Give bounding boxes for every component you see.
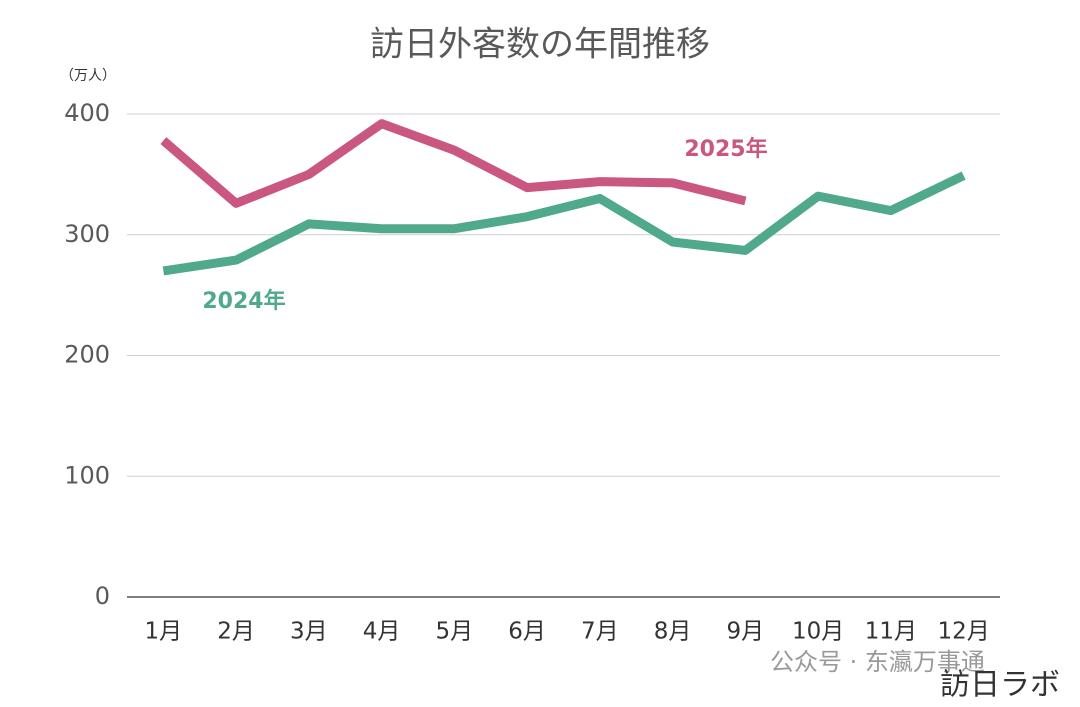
x-tick-label: 2月: [217, 619, 255, 645]
y-tick-label: 400: [64, 99, 110, 127]
watermark: 訪日ラボ: [940, 668, 1060, 703]
x-tick-label: 4月: [363, 619, 401, 645]
y-tick-label: 200: [64, 341, 110, 369]
series-line: [162, 171, 966, 276]
unit-label: （万人）: [60, 68, 116, 84]
x-tick-label: 5月: [436, 619, 474, 645]
x-tick-label: 8月: [654, 619, 692, 645]
y-tick-label: 0: [95, 582, 110, 610]
series-label: 2025年: [684, 136, 767, 162]
x-tick-label: 1月: [145, 619, 183, 645]
x-tick-label: 3月: [290, 619, 328, 645]
x-tick-label: 11月: [865, 619, 917, 645]
watermark: 公众号 · 东瀛万事通: [770, 648, 985, 676]
x-tick-label: 12月: [937, 619, 989, 645]
chart-title: 訪日外客数の年間推移: [370, 25, 710, 65]
y-tick-label: 300: [64, 220, 110, 248]
x-tick-label: 9月: [727, 619, 765, 645]
series-line: [160, 119, 747, 208]
y-tick-label: 100: [64, 461, 110, 489]
series-label: 2024年: [202, 288, 285, 314]
x-tick-label: 6月: [508, 619, 546, 645]
x-tick-label: 10月: [792, 619, 844, 645]
x-tick-label: 7月: [581, 619, 619, 645]
